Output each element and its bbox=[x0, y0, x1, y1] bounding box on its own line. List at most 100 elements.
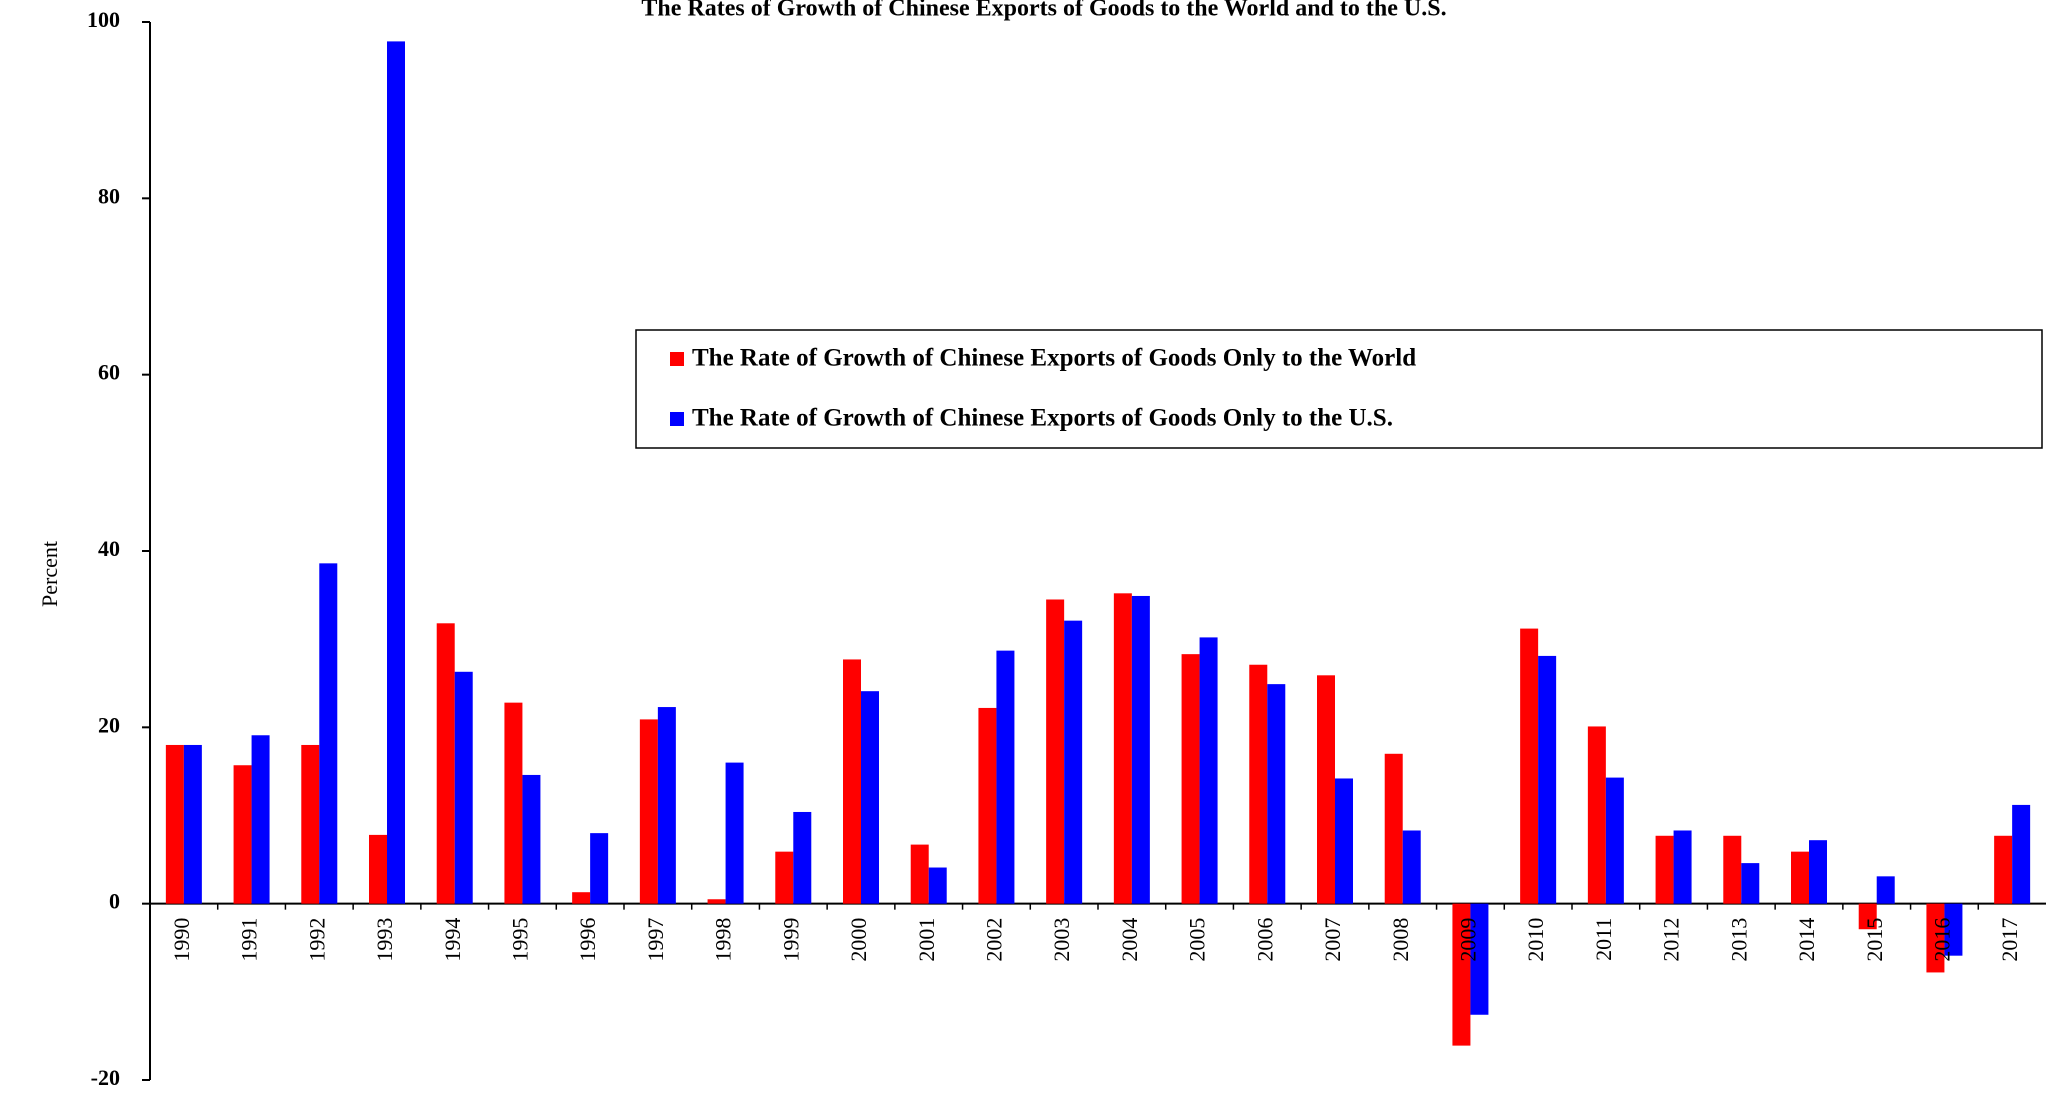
bar bbox=[1249, 664, 1268, 904]
bar bbox=[1741, 863, 1760, 904]
legend-swatch bbox=[670, 352, 684, 366]
x-tick-label: 1995 bbox=[507, 918, 532, 962]
y-tick-label: 60 bbox=[98, 360, 120, 385]
y-tick-label: 40 bbox=[98, 536, 120, 561]
x-tick-label: 2015 bbox=[1862, 918, 1887, 962]
bar bbox=[1402, 830, 1421, 904]
x-tick-label: 2001 bbox=[914, 918, 939, 962]
bar bbox=[369, 834, 387, 904]
bar bbox=[2012, 804, 2031, 904]
bar bbox=[910, 844, 929, 904]
y-tick-label: 100 bbox=[87, 7, 120, 32]
bar bbox=[861, 691, 879, 904]
x-tick-label: 1990 bbox=[169, 918, 194, 962]
x-tick-label: 2006 bbox=[1252, 918, 1277, 962]
bar bbox=[1605, 777, 1624, 904]
x-tick-label: 2017 bbox=[1997, 918, 2022, 962]
bar bbox=[165, 744, 184, 904]
legend-label: The Rate of Growth of Chinese Exports of… bbox=[692, 405, 1393, 432]
x-tick-label: 2000 bbox=[846, 918, 871, 962]
x-tick-label: 2003 bbox=[1049, 918, 1074, 962]
x-tick-label: 1991 bbox=[237, 918, 262, 962]
bar bbox=[1131, 595, 1150, 904]
bar bbox=[1384, 753, 1403, 904]
bar bbox=[1876, 876, 1895, 904]
x-tick-label: 2013 bbox=[1726, 918, 1751, 962]
bar bbox=[183, 744, 202, 904]
bar bbox=[387, 41, 405, 904]
bar bbox=[843, 659, 861, 904]
legend-swatch bbox=[670, 412, 684, 426]
bar bbox=[725, 762, 744, 904]
bar bbox=[1335, 778, 1353, 904]
bar bbox=[1317, 675, 1335, 904]
x-tick-label: 2008 bbox=[1388, 918, 1413, 962]
bar bbox=[1538, 655, 1557, 904]
y-tick-label: -20 bbox=[91, 1065, 120, 1090]
x-tick-label: 1996 bbox=[575, 918, 600, 962]
y-tick-label: 0 bbox=[109, 889, 120, 914]
bar bbox=[1858, 903, 1877, 930]
x-tick-label: 2016 bbox=[1929, 918, 1954, 962]
x-tick-label: 2005 bbox=[1185, 918, 1210, 962]
bar bbox=[1181, 654, 1200, 904]
x-tick-label: 1994 bbox=[440, 918, 465, 962]
bar bbox=[1113, 593, 1132, 904]
y-tick-label: 80 bbox=[98, 183, 120, 208]
bar bbox=[301, 744, 320, 904]
y-tick-label: 20 bbox=[98, 712, 120, 737]
x-tick-label: 2014 bbox=[1794, 918, 1819, 962]
bar bbox=[1944, 903, 1963, 956]
bar bbox=[522, 774, 541, 904]
y-axis-label: Percent bbox=[37, 541, 62, 607]
bar bbox=[1926, 903, 1945, 973]
bar bbox=[793, 811, 812, 904]
bar bbox=[436, 623, 455, 904]
bar bbox=[1655, 835, 1674, 904]
bar bbox=[775, 851, 794, 904]
bar bbox=[319, 563, 338, 904]
x-tick-label: 1998 bbox=[711, 918, 736, 962]
bar bbox=[251, 735, 270, 904]
bar bbox=[233, 765, 252, 904]
x-tick-label: 2011 bbox=[1591, 918, 1616, 961]
bar bbox=[1809, 840, 1827, 904]
x-tick-label: 2007 bbox=[1320, 918, 1345, 962]
x-tick-label: 2012 bbox=[1659, 918, 1684, 962]
legend-box bbox=[635, 329, 2043, 449]
bar bbox=[1064, 620, 1083, 904]
bar bbox=[978, 707, 997, 904]
bar bbox=[504, 702, 523, 904]
x-tick-label: 2004 bbox=[1117, 918, 1142, 962]
bar bbox=[1199, 637, 1218, 904]
x-tick-label: 2010 bbox=[1523, 918, 1548, 962]
x-tick-label: 1999 bbox=[778, 918, 803, 962]
bar bbox=[1046, 599, 1065, 904]
bar bbox=[1791, 851, 1809, 904]
x-tick-label: 1993 bbox=[372, 918, 397, 962]
bar bbox=[1452, 903, 1471, 1046]
bar bbox=[1267, 684, 1286, 904]
bar bbox=[1520, 628, 1539, 904]
x-tick-label: 2009 bbox=[1455, 918, 1480, 962]
x-tick-label: 2002 bbox=[981, 918, 1006, 962]
bar bbox=[707, 899, 726, 904]
x-tick-label: 1997 bbox=[643, 918, 668, 962]
bar bbox=[572, 892, 591, 904]
bar bbox=[1994, 835, 2013, 904]
bar bbox=[657, 707, 676, 904]
bar bbox=[996, 650, 1015, 904]
legend-label: The Rate of Growth of Chinese Exports of… bbox=[692, 345, 1416, 372]
bar bbox=[1470, 903, 1489, 1015]
bar bbox=[639, 719, 658, 904]
bar bbox=[1723, 835, 1742, 904]
bar bbox=[1673, 830, 1692, 904]
bar bbox=[590, 833, 609, 904]
bar bbox=[1587, 726, 1606, 904]
x-tick-label: 1992 bbox=[304, 918, 329, 962]
chart-title: The Rates of Growth of Chinese Exports o… bbox=[641, 0, 1446, 22]
bar bbox=[928, 867, 947, 904]
bar bbox=[454, 671, 473, 904]
